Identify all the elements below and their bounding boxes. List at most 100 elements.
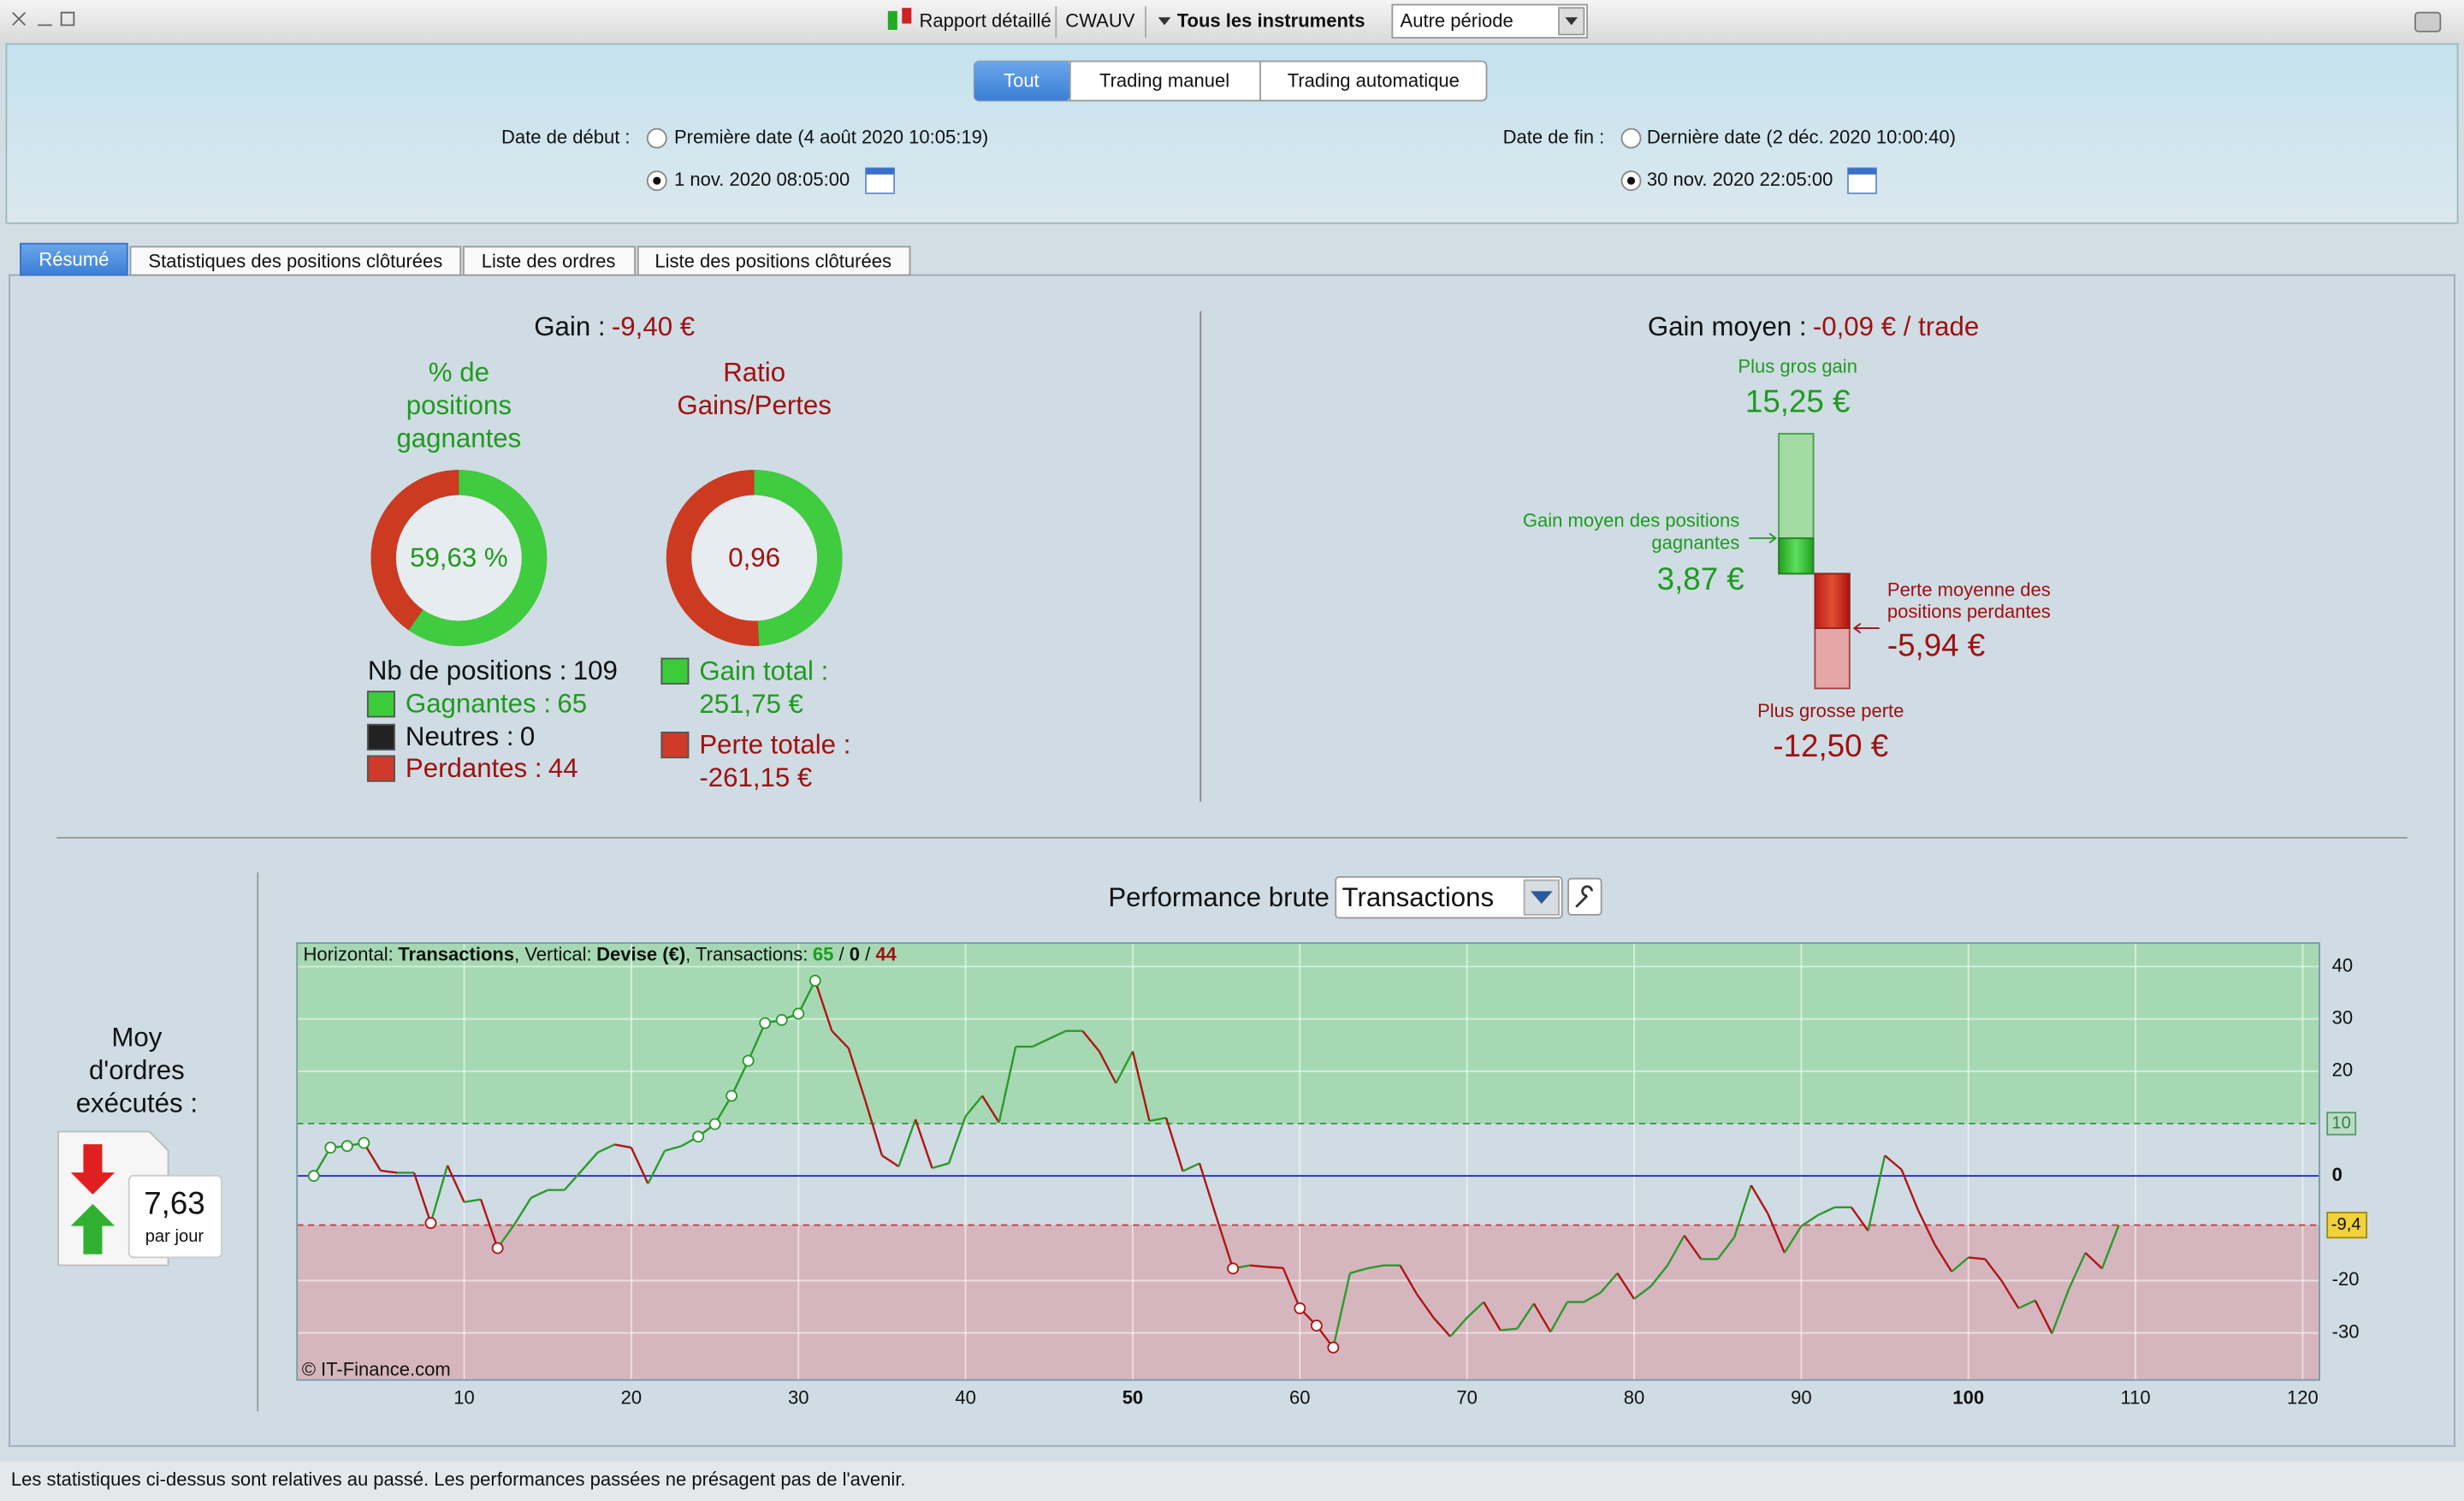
- performance-segment: [981, 1095, 1000, 1124]
- x-tick-label: 20: [621, 1386, 643, 1408]
- average-gain-part: -0,09 € / trade: [1813, 311, 1979, 341]
- tab[interactable]: Liste des positions clôturées: [654, 251, 891, 272]
- orders-label: Moy: [111, 1022, 162, 1052]
- chart-title: Performance brute: [1108, 882, 1330, 912]
- performance-segment: [1650, 1264, 1669, 1287]
- tab-active[interactable]: [20, 242, 128, 276]
- record-marker: [692, 1130, 705, 1143]
- losers-part: 44: [548, 753, 578, 783]
- performance-segment: [2000, 1280, 2020, 1309]
- chart-info-part: , Vertical:: [514, 943, 592, 964]
- record-marker: [341, 1140, 353, 1153]
- radio[interactable]: [646, 128, 667, 149]
- performance-segment: [1750, 1184, 1769, 1214]
- performance-segment: [2067, 1252, 2087, 1290]
- win-title: positions: [406, 390, 512, 420]
- record-marker: [759, 1017, 772, 1029]
- record-marker: [1327, 1341, 1340, 1354]
- performance-segment: [1917, 1209, 1936, 1246]
- record-marker: [742, 1054, 755, 1067]
- performance-segment: [864, 1100, 884, 1156]
- plot-frame: [296, 942, 2320, 1381]
- filter-tab[interactable]: Trading manuel: [1099, 69, 1229, 91]
- chart-selector[interactable]: [1335, 875, 1563, 919]
- win-title: % de: [429, 357, 489, 387]
- chart-info-part: Devise (€): [596, 943, 685, 964]
- record-marker: [424, 1217, 437, 1230]
- positions-part: 109: [573, 656, 618, 685]
- x-tick-label: 100: [1952, 1386, 1984, 1408]
- window-controls[interactable]: [12, 11, 75, 27]
- winners-part: 65: [557, 689, 587, 719]
- print-button[interactable]: [2414, 11, 2442, 33]
- performance-segment: [1399, 1265, 1419, 1295]
- loss-total: -261,15 €: [699, 762, 812, 792]
- arrow: [1852, 622, 1880, 634]
- tab-box[interactable]: [462, 246, 636, 276]
- performance-segment: [614, 1143, 632, 1149]
- start-first[interactable]: Première date (4 août 2020 10:05:19): [674, 126, 988, 147]
- y-tick-label: -30: [2332, 1320, 2360, 1342]
- performance-segment: [1733, 1184, 1752, 1238]
- performance-segment: [1483, 1301, 1502, 1332]
- performance-segment: [1800, 1213, 1819, 1227]
- performance-segment: [2034, 1300, 2053, 1334]
- ratio-title: Ratio: [723, 357, 785, 387]
- tab-box[interactable]: [129, 246, 462, 276]
- gain-part: Gain :: [534, 311, 605, 341]
- radio[interactable]: [1620, 128, 1642, 149]
- performance-segment: [1115, 1051, 1134, 1084]
- tab[interactable]: Liste des ordres: [482, 251, 616, 272]
- gain-part: -9,40 €: [612, 311, 695, 341]
- filter-tab[interactable]: Trading automatique: [1288, 69, 1460, 91]
- performance-segment: [731, 1060, 749, 1097]
- best: 15,25 €: [1745, 384, 1851, 419]
- performance-segment: [1968, 1256, 1986, 1261]
- chart-info-part: 44: [875, 943, 897, 964]
- x-tick-label: 10: [453, 1386, 475, 1408]
- performance-segment: [1332, 1273, 1352, 1348]
- performance-segment: [2051, 1289, 2070, 1334]
- performance-segment: [831, 1029, 850, 1049]
- winners-part: Gagnantes :: [406, 689, 551, 719]
- donut-label: 0,96: [728, 543, 780, 573]
- performance-segment: [1817, 1206, 1835, 1217]
- start-custom[interactable]: 1 nov. 2020 08:05:00: [674, 169, 850, 190]
- instruments-menu[interactable]: Tous les instruments: [1177, 10, 1365, 32]
- chart-info-part: /: [860, 943, 875, 964]
- chart-info-part: , Transactions:: [685, 943, 808, 964]
- footer: [0, 1462, 2464, 1501]
- donut-gain: [666, 470, 843, 646]
- record-marker: [792, 1007, 805, 1020]
- filter-tab-active[interactable]: [974, 61, 1070, 101]
- average-gain-part: Gain moyen :: [1648, 311, 1807, 341]
- period-select[interactable]: [1391, 3, 1589, 39]
- x-tick-label: 90: [1791, 1386, 1812, 1408]
- positions-part: Nb de positions :: [368, 656, 567, 685]
- period-value[interactable]: Autre période: [1401, 10, 1513, 32]
- tab[interactable]: Résumé: [38, 249, 109, 270]
- performance-segment: [847, 1047, 867, 1101]
- performance-segment: [1449, 1317, 1468, 1338]
- end-label: Date de fin :: [1503, 126, 1605, 147]
- performance-segment: [914, 1118, 933, 1169]
- positions: Nb de positions :109: [368, 656, 618, 685]
- chart-selector-value[interactable]: Transactions: [1342, 882, 1495, 912]
- x-tick-label: 110: [2121, 1386, 2151, 1408]
- instrument-button[interactable]: CWAUV: [1065, 10, 1134, 32]
- record-marker: [324, 1142, 337, 1154]
- neutral-part: 0: [520, 721, 535, 751]
- end-last[interactable]: Dernière date (2 déc. 2020 10:00:40): [1647, 126, 1956, 147]
- filter-tab[interactable]: Tout: [1004, 69, 1040, 91]
- performance-segment: [563, 1170, 583, 1191]
- tab-box[interactable]: [637, 246, 911, 276]
- performance-segment: [1081, 1029, 1100, 1053]
- legend-swatch: [366, 755, 395, 782]
- end-custom[interactable]: 30 nov. 2020 22:05:00: [1647, 169, 1833, 190]
- performance-segment: [747, 1023, 767, 1062]
- tab[interactable]: Statistiques des positions clôturées: [148, 251, 442, 272]
- wrench-icon: [1575, 885, 1593, 908]
- report-button[interactable]: Rapport détaillé: [920, 10, 1051, 32]
- orders-label: d'ordres: [89, 1055, 185, 1085]
